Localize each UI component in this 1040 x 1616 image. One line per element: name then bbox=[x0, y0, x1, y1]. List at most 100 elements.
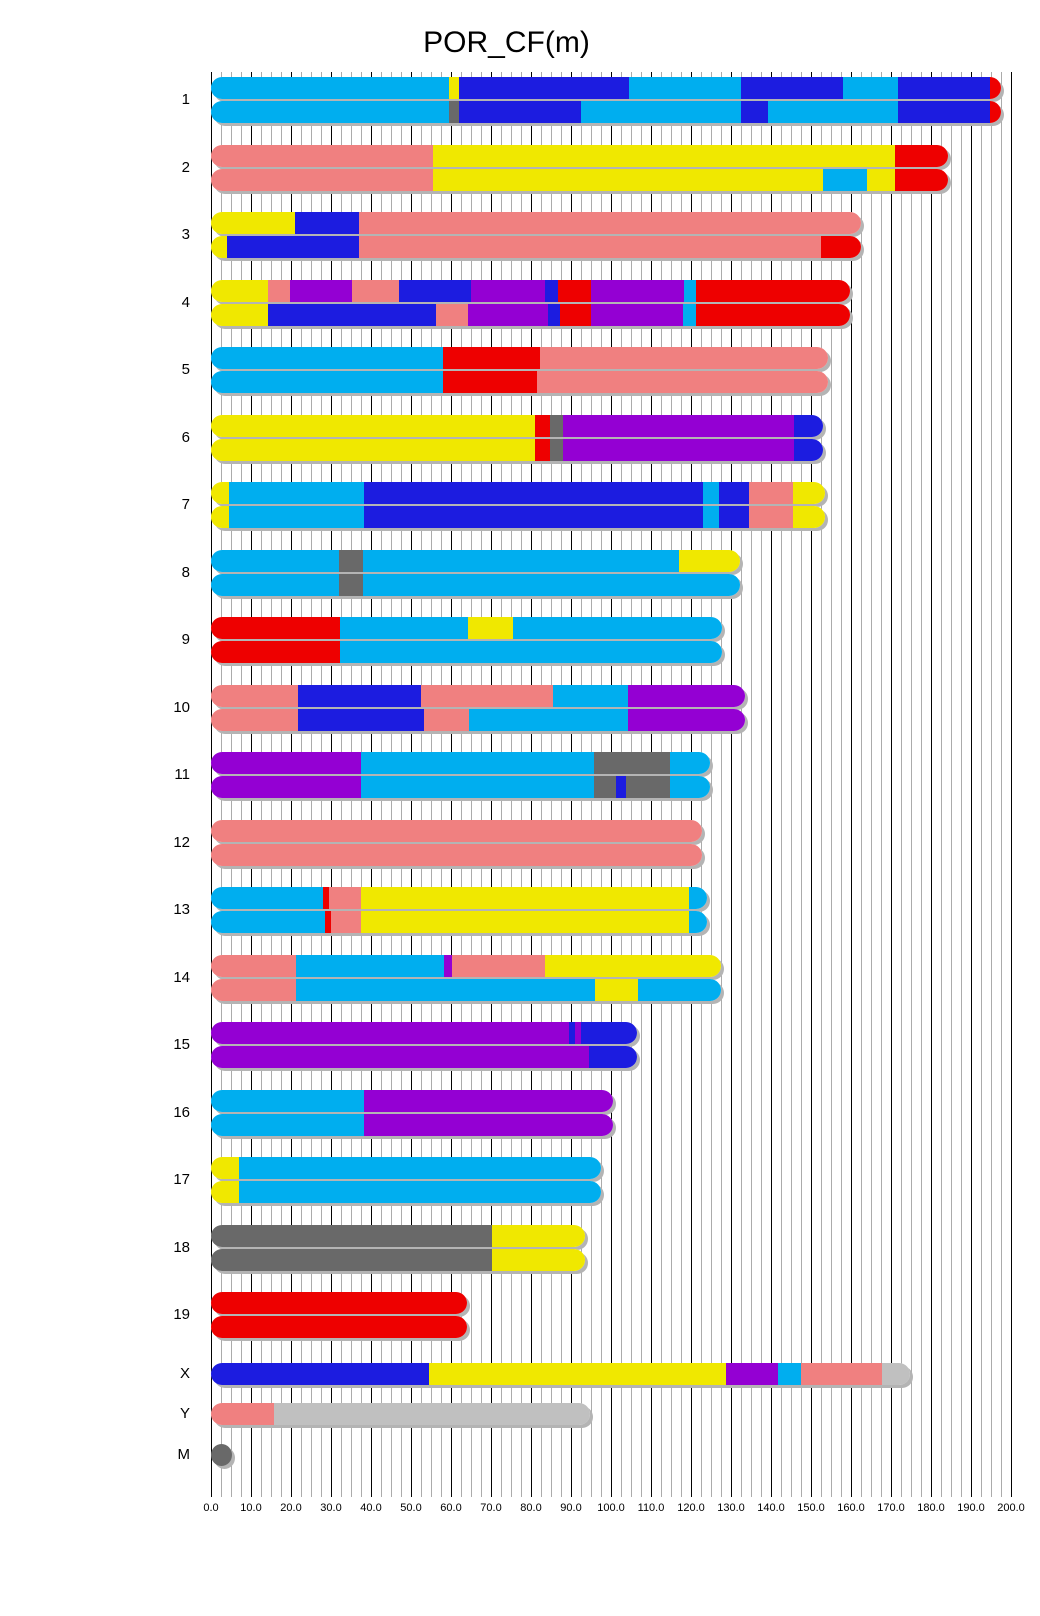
chromosome-segment bbox=[211, 144, 434, 167]
chromosome-bar bbox=[211, 168, 949, 191]
chromosome-label: 6 bbox=[181, 428, 190, 446]
chromosome-bar bbox=[211, 1113, 613, 1136]
chromosome-segment bbox=[298, 708, 424, 731]
chromosome-segment bbox=[339, 641, 723, 663]
chromosome-segment bbox=[595, 978, 639, 1001]
chromosome-bar bbox=[211, 1403, 591, 1425]
chromosome-segment bbox=[421, 684, 553, 707]
chromosome-segment bbox=[211, 1316, 467, 1338]
chromosome-segment bbox=[211, 1089, 365, 1112]
chromosome-bar bbox=[211, 1022, 638, 1044]
chromosome-bar bbox=[211, 617, 723, 639]
chromosome-segment bbox=[550, 438, 563, 461]
chromosome-segment bbox=[793, 506, 825, 528]
chromosome-segment bbox=[433, 144, 895, 167]
chromosome-label: 10 bbox=[173, 698, 190, 716]
chromosome-segment bbox=[361, 911, 689, 933]
chromosome-segment bbox=[211, 1292, 467, 1314]
chromosome-segment bbox=[696, 303, 850, 326]
chromosome-segment bbox=[895, 168, 949, 191]
chromosome-segment bbox=[339, 573, 363, 596]
chromosome-segment bbox=[361, 776, 595, 798]
x-axis-tick-label: 90.0 bbox=[560, 1502, 582, 1514]
chromosome-segment bbox=[679, 549, 741, 572]
minor-gridline bbox=[941, 72, 942, 1497]
minor-gridline bbox=[871, 72, 872, 1497]
minor-gridline bbox=[1001, 72, 1002, 1497]
chromosome-segment bbox=[793, 414, 823, 437]
chromosome-label: 19 bbox=[173, 1306, 190, 1323]
chromosome-segment bbox=[590, 279, 685, 302]
chromosome-segment bbox=[989, 77, 1001, 99]
chromosome-segment bbox=[364, 482, 703, 504]
chromosome-segment bbox=[513, 617, 723, 639]
chromosome-segment bbox=[211, 212, 295, 234]
chromosome-segment bbox=[560, 303, 591, 326]
chromosome-bar bbox=[211, 101, 1001, 123]
chromosome-bar bbox=[211, 1363, 911, 1385]
chromosome-segment bbox=[443, 347, 540, 369]
major-gridline bbox=[771, 72, 772, 1497]
chromosome-segment bbox=[423, 708, 469, 731]
chromosome-bar bbox=[211, 641, 723, 663]
minor-gridline bbox=[861, 72, 862, 1497]
x-axis-tick-label: 160.0 bbox=[837, 1502, 865, 1514]
chromosome-bar bbox=[211, 347, 828, 369]
chromosome-segment bbox=[361, 887, 689, 909]
x-axis-tick-label: 170.0 bbox=[877, 1502, 905, 1514]
x-axis-tick-label: 10.0 bbox=[240, 1502, 262, 1514]
chromosome-bar bbox=[211, 1089, 613, 1112]
chromosome-label: 8 bbox=[181, 563, 190, 581]
chromosome-segment bbox=[211, 887, 323, 909]
chromosome-segment bbox=[229, 482, 365, 504]
chromosome-segment bbox=[339, 549, 363, 572]
chromosome-segment bbox=[550, 414, 563, 437]
chromosome-segment bbox=[211, 1181, 239, 1203]
chromosome-segment bbox=[684, 279, 697, 302]
major-gridline bbox=[851, 72, 852, 1497]
chromosome-segment bbox=[211, 1046, 590, 1068]
chromosome-segment bbox=[562, 438, 794, 461]
minor-gridline bbox=[841, 72, 842, 1497]
minor-gridline bbox=[901, 72, 902, 1497]
chromosome-segment bbox=[331, 911, 362, 933]
chromosome-segment bbox=[725, 1363, 779, 1385]
chromosome-segment bbox=[703, 506, 719, 528]
chromosome-label: 2 bbox=[181, 158, 190, 176]
chromosome-segment bbox=[628, 684, 745, 707]
minor-gridline bbox=[801, 72, 802, 1497]
chromosome-segment bbox=[211, 978, 297, 1001]
major-gridline bbox=[811, 72, 812, 1497]
chromosome-bar bbox=[211, 236, 861, 258]
chromosome-segment bbox=[211, 279, 268, 302]
chromosome-bar bbox=[211, 279, 850, 302]
chromosome-segment bbox=[296, 978, 595, 1001]
chromosome-bar bbox=[211, 1181, 602, 1203]
chromosome-segment bbox=[749, 482, 794, 504]
chromosome-segment bbox=[325, 911, 331, 933]
chromosome-segment bbox=[449, 77, 459, 99]
chromosome-bar bbox=[211, 506, 825, 528]
chromosome-segment bbox=[211, 954, 297, 977]
chromosome-label: 3 bbox=[181, 226, 190, 243]
chromosome-bar bbox=[211, 77, 1001, 99]
chromosome-bar bbox=[211, 819, 703, 842]
chromosome-segment bbox=[211, 506, 229, 528]
chromosome-segment bbox=[211, 1363, 429, 1385]
chromosome-segment bbox=[229, 506, 365, 528]
chromosome-segment bbox=[364, 1089, 613, 1112]
chromosome-segment bbox=[696, 279, 850, 302]
chromosome-segment bbox=[562, 414, 794, 437]
minor-gridline bbox=[951, 72, 952, 1497]
chromosome-segment bbox=[239, 1181, 602, 1203]
chromosome-segment bbox=[298, 684, 422, 707]
chromosome-segment bbox=[359, 236, 821, 258]
chromosome-segment bbox=[296, 954, 445, 977]
x-axis-tick-label: 20.0 bbox=[280, 1502, 302, 1514]
chromosome-segment bbox=[211, 414, 535, 437]
chromosome-bar bbox=[211, 371, 828, 393]
chromosome-bar bbox=[211, 438, 823, 461]
chromosome-segment bbox=[749, 506, 794, 528]
chromosome-segment bbox=[535, 438, 551, 461]
chromosome-label: 15 bbox=[173, 1036, 190, 1053]
